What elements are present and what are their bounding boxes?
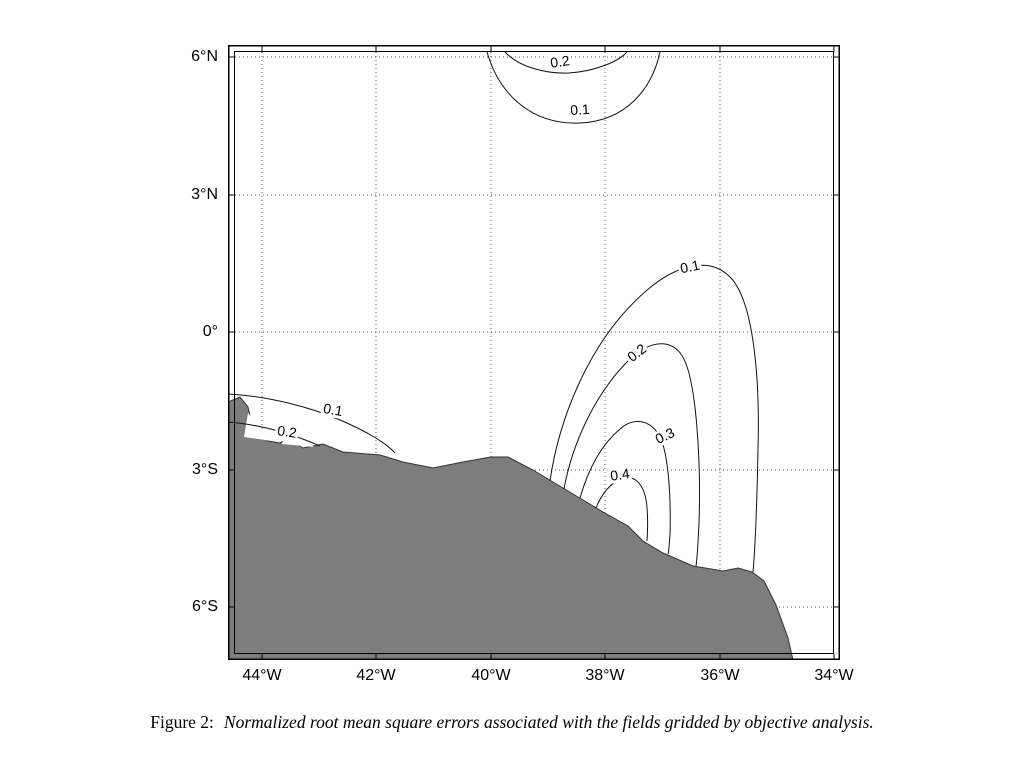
inner-frame — [234, 51, 834, 654]
outer-frame — [228, 45, 840, 660]
figure-caption-text: Normalized root mean square errors assoc… — [223, 712, 874, 732]
contour-west-02 — [228, 421, 321, 447]
contour-label: 0.1 — [567, 100, 593, 119]
x-tick-label: 38°W — [585, 667, 625, 684]
contour-label: 0.2 — [274, 422, 300, 442]
y-tick-label: 3°N — [191, 186, 218, 203]
contour-east-01 — [549, 264, 759, 573]
x-tick-label: 42°W — [356, 667, 396, 684]
x-tick-label: 40°W — [471, 667, 511, 684]
x-tick-label: 44°W — [242, 667, 282, 684]
contour-plot: 0.2 0.1 0.1 0.2 0.3 0.4 0.1 0.2 — [228, 45, 840, 660]
figure-caption-number: Figure 2: — [150, 712, 214, 732]
y-tick-label: 3°S — [192, 461, 218, 478]
contour-east-02 — [563, 343, 700, 567]
y-tick-label: 6°N — [191, 48, 218, 65]
contour-north-01 — [486, 51, 661, 124]
contour-label: 0.4 — [607, 465, 633, 485]
contour-west-01 — [228, 393, 396, 454]
x-tick-label: 34°W — [814, 667, 854, 684]
y-tick-label: 0° — [202, 323, 218, 340]
coast-inlet — [244, 413, 272, 441]
contour-north-02 — [504, 51, 628, 74]
contour-map-canvas — [228, 45, 840, 660]
contour-east-04 — [595, 476, 649, 542]
figure-caption: Figure 2: Normalized root mean square err… — [0, 711, 1024, 733]
contour-label: 0.2 — [547, 52, 573, 72]
frame-ticks — [229, 46, 839, 659]
x-tick-label: 36°W — [700, 667, 740, 684]
y-tick-label: 6°S — [192, 598, 218, 615]
land-polygon — [228, 396, 794, 660]
